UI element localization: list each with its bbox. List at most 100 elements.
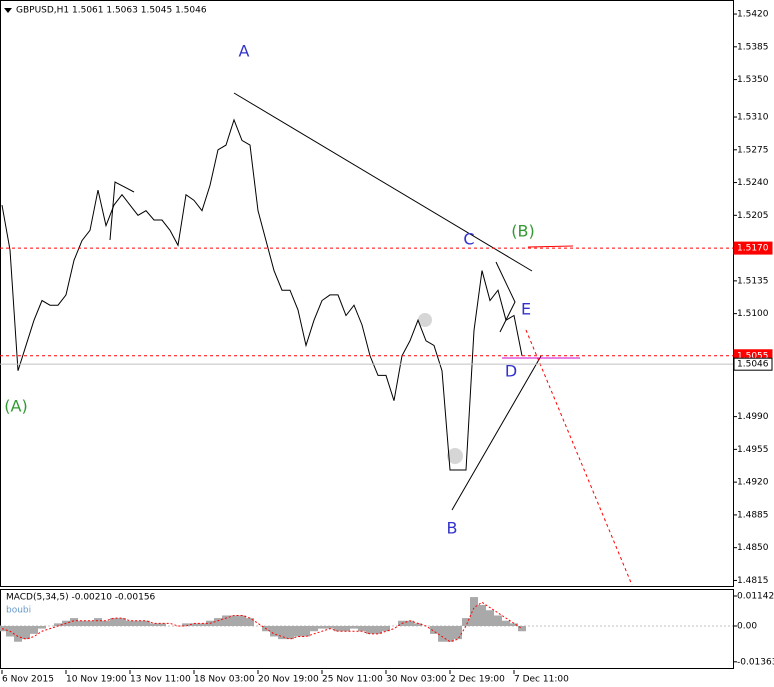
macd-bar bbox=[70, 618, 78, 626]
macd-bar bbox=[486, 610, 494, 626]
y-tick-label: 1.5100 bbox=[737, 309, 769, 319]
macd-bar bbox=[190, 623, 198, 626]
macd-bar bbox=[110, 618, 118, 626]
macd-bar bbox=[438, 625, 446, 642]
macd-bar bbox=[470, 597, 478, 626]
macd-bar bbox=[94, 618, 102, 626]
wave-label: C bbox=[463, 230, 474, 249]
x-tick-label: 25 Nov 11:00 bbox=[322, 675, 383, 685]
macd-bar bbox=[142, 620, 150, 626]
trendlines bbox=[109, 92, 633, 586]
macd-bar bbox=[382, 625, 390, 632]
macd-bar bbox=[14, 625, 22, 642]
macd-bar bbox=[198, 623, 206, 626]
macd-bar bbox=[414, 623, 422, 626]
macd-bar bbox=[150, 623, 158, 626]
macd-title: MACD(5,34,5) -0.00210 -0.00156 bbox=[6, 593, 156, 603]
chart-title: GBPUSD,H1 1.5061 1.5063 1.5045 1.5046 bbox=[16, 6, 207, 16]
macd-bar bbox=[294, 625, 302, 637]
macd-bar bbox=[358, 625, 366, 632]
y-tick-label: 1.5135 bbox=[737, 276, 769, 286]
wave-label: A bbox=[239, 42, 250, 61]
y-tick-label: 0.00 bbox=[737, 621, 757, 631]
wave-label: D bbox=[505, 362, 517, 381]
macd-bar bbox=[118, 618, 126, 626]
macd-bar bbox=[518, 625, 526, 632]
y-tick-label: 0.01142 bbox=[737, 591, 774, 601]
x-tick-label: 20 Nov 19:00 bbox=[258, 675, 319, 685]
wave-label: E bbox=[521, 300, 531, 319]
y-tick-label: 1.5275 bbox=[737, 145, 769, 155]
macd-bar bbox=[302, 625, 310, 637]
x-tick-label: 18 Nov 03:00 bbox=[194, 675, 255, 685]
price-line bbox=[1, 118, 523, 471]
level-label: 1.5055 bbox=[737, 351, 769, 361]
macd-bar bbox=[406, 620, 414, 626]
macd-bar bbox=[494, 615, 502, 626]
macd-bar bbox=[366, 625, 374, 634]
y-tick-label: 1.4850 bbox=[737, 543, 769, 553]
macd-bar bbox=[134, 620, 142, 626]
y-tick-label: -0.01363 bbox=[737, 657, 774, 667]
macd-bar bbox=[454, 625, 462, 640]
macd-bar bbox=[326, 625, 334, 629]
x-tick-label: 2 Dec 19:00 bbox=[450, 675, 505, 685]
macd-subtitle: boubi bbox=[6, 606, 31, 616]
macd-bar bbox=[86, 620, 94, 626]
y-tick-label: 1.5350 bbox=[737, 75, 769, 85]
x-tick-label: 13 Nov 11:00 bbox=[130, 675, 191, 685]
wave-label: (A) bbox=[4, 397, 27, 416]
macd-bar bbox=[334, 625, 342, 632]
macd-bar bbox=[342, 625, 350, 632]
y-tick-label: 1.4920 bbox=[737, 478, 769, 488]
menu-arrow[interactable] bbox=[4, 8, 12, 13]
macd-bar bbox=[374, 625, 382, 634]
signal-line bbox=[1, 601, 523, 643]
macd-bar bbox=[22, 625, 30, 640]
level-box bbox=[733, 241, 773, 255]
macd-bar bbox=[430, 625, 438, 634]
y-tick-label: 1.4815 bbox=[737, 576, 769, 586]
macd-bar bbox=[222, 615, 230, 626]
macd-bar bbox=[350, 625, 358, 629]
macd-bar bbox=[270, 625, 278, 637]
x-tick-label: 30 Nov 03:00 bbox=[386, 675, 447, 685]
macd-bar bbox=[310, 625, 318, 632]
macd-bar bbox=[238, 615, 246, 626]
macd-bar bbox=[278, 625, 286, 640]
macd-bar bbox=[214, 618, 222, 626]
macd-bar bbox=[182, 623, 190, 626]
y-tick-label: 1.5385 bbox=[737, 42, 769, 52]
macd-bar bbox=[462, 618, 470, 626]
macd-bar bbox=[318, 625, 326, 629]
macd-bar bbox=[446, 625, 454, 642]
price-frame bbox=[0, 0, 734, 587]
macd-bar bbox=[102, 620, 110, 626]
y-tick-label: 1.4990 bbox=[737, 412, 769, 422]
y-tick-label: 1.4955 bbox=[737, 445, 769, 455]
y-tick-label: 1.5240 bbox=[737, 178, 769, 188]
x-tick-label: 10 Nov 19:00 bbox=[66, 675, 127, 685]
macd-bar bbox=[502, 620, 510, 626]
y-tick-label: 1.5205 bbox=[737, 211, 769, 221]
x-tick-label: 7 Dec 11:00 bbox=[514, 675, 569, 685]
x-tick-label: 6 Nov 2015 bbox=[2, 675, 54, 685]
macd-bar bbox=[158, 623, 166, 626]
level-box bbox=[733, 357, 773, 371]
marker bbox=[418, 313, 432, 327]
macd-bar bbox=[246, 618, 254, 626]
marker bbox=[447, 448, 463, 464]
wave-label: (B) bbox=[511, 222, 534, 241]
y-tick-label: 1.5420 bbox=[737, 10, 769, 20]
macd-bar bbox=[478, 604, 486, 626]
level-label: 1.5046 bbox=[737, 360, 769, 370]
level-label: 1.5170 bbox=[737, 244, 769, 254]
y-tick-label: 1.5310 bbox=[737, 113, 769, 123]
macd-bar bbox=[78, 620, 86, 626]
y-tick-label: 1.4885 bbox=[737, 510, 769, 520]
macd-bar bbox=[510, 623, 518, 626]
macd-bar bbox=[38, 625, 46, 629]
macd-bar bbox=[54, 623, 62, 626]
macd-bar bbox=[230, 615, 238, 626]
